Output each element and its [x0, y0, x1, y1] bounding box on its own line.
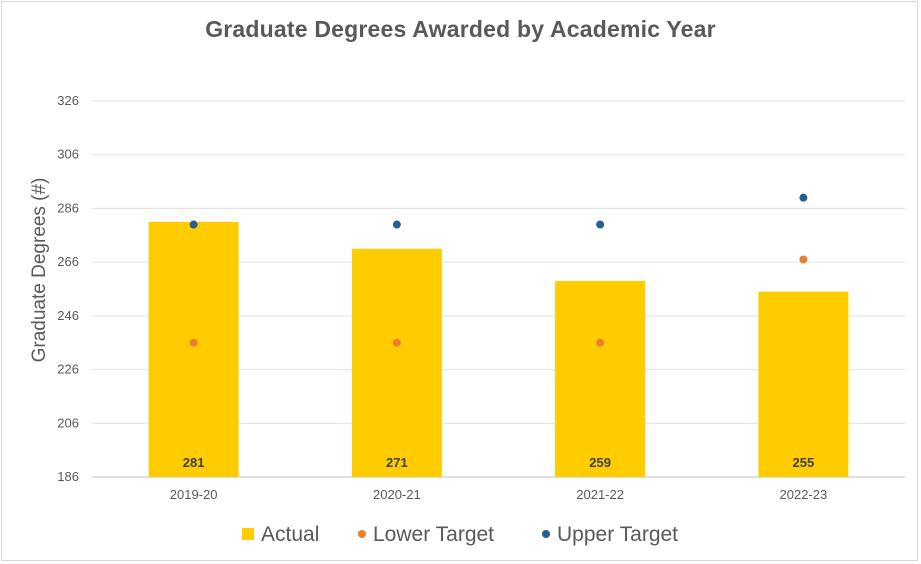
x-tick-label: 2021-22 [576, 487, 624, 502]
y-axis-label: Graduate Degrees (#) [29, 178, 50, 363]
bar [148, 221, 239, 477]
target-point [596, 338, 605, 347]
bar-data-label: 259 [589, 455, 611, 470]
target-point [392, 338, 401, 347]
y-tick-label: 286 [57, 200, 79, 215]
legend: Actual Lower Target Upper Target [242, 523, 678, 546]
x-axis-ticks: 2019-20 2020-21 2021-22 2022-23 [170, 487, 827, 502]
target-point [596, 220, 605, 229]
bar-data-label: 271 [386, 455, 408, 470]
legend-marker [542, 530, 550, 538]
y-tick-label: 326 [57, 93, 79, 108]
y-tick-label: 226 [57, 362, 79, 377]
x-tick-label: 2022-23 [780, 487, 828, 502]
y-tick-label: 266 [57, 254, 79, 269]
target-point [392, 220, 401, 229]
bar-data-label: 255 [793, 455, 815, 470]
legend-swatch [242, 528, 254, 540]
target-point [799, 193, 808, 202]
chart-title: Graduate Degrees Awarded by Academic Yea… [205, 16, 716, 42]
bars [148, 221, 849, 477]
legend-label: Lower Target [373, 523, 494, 546]
legend-marker [358, 530, 366, 538]
x-tick-label: 2020-21 [373, 487, 421, 502]
y-tick-label: 186 [57, 469, 79, 484]
y-axis-ticks: 186 206 226 246 266 286 306 326 [57, 93, 79, 484]
target-point [189, 220, 198, 229]
legend-label: Actual [261, 523, 319, 546]
legend-label: Upper Target [557, 523, 678, 546]
y-tick-label: 306 [57, 147, 79, 162]
bar-data-label: 281 [183, 455, 205, 470]
bar [351, 248, 442, 477]
bar [555, 280, 646, 477]
data-labels: 281 271 259 255 [183, 455, 814, 470]
y-tick-label: 246 [57, 308, 79, 323]
target-point [189, 338, 198, 347]
bar [758, 291, 849, 477]
target-point [799, 255, 808, 264]
y-tick-label: 206 [57, 415, 79, 430]
target-points [189, 193, 808, 347]
x-tick-label: 2019-20 [170, 487, 218, 502]
